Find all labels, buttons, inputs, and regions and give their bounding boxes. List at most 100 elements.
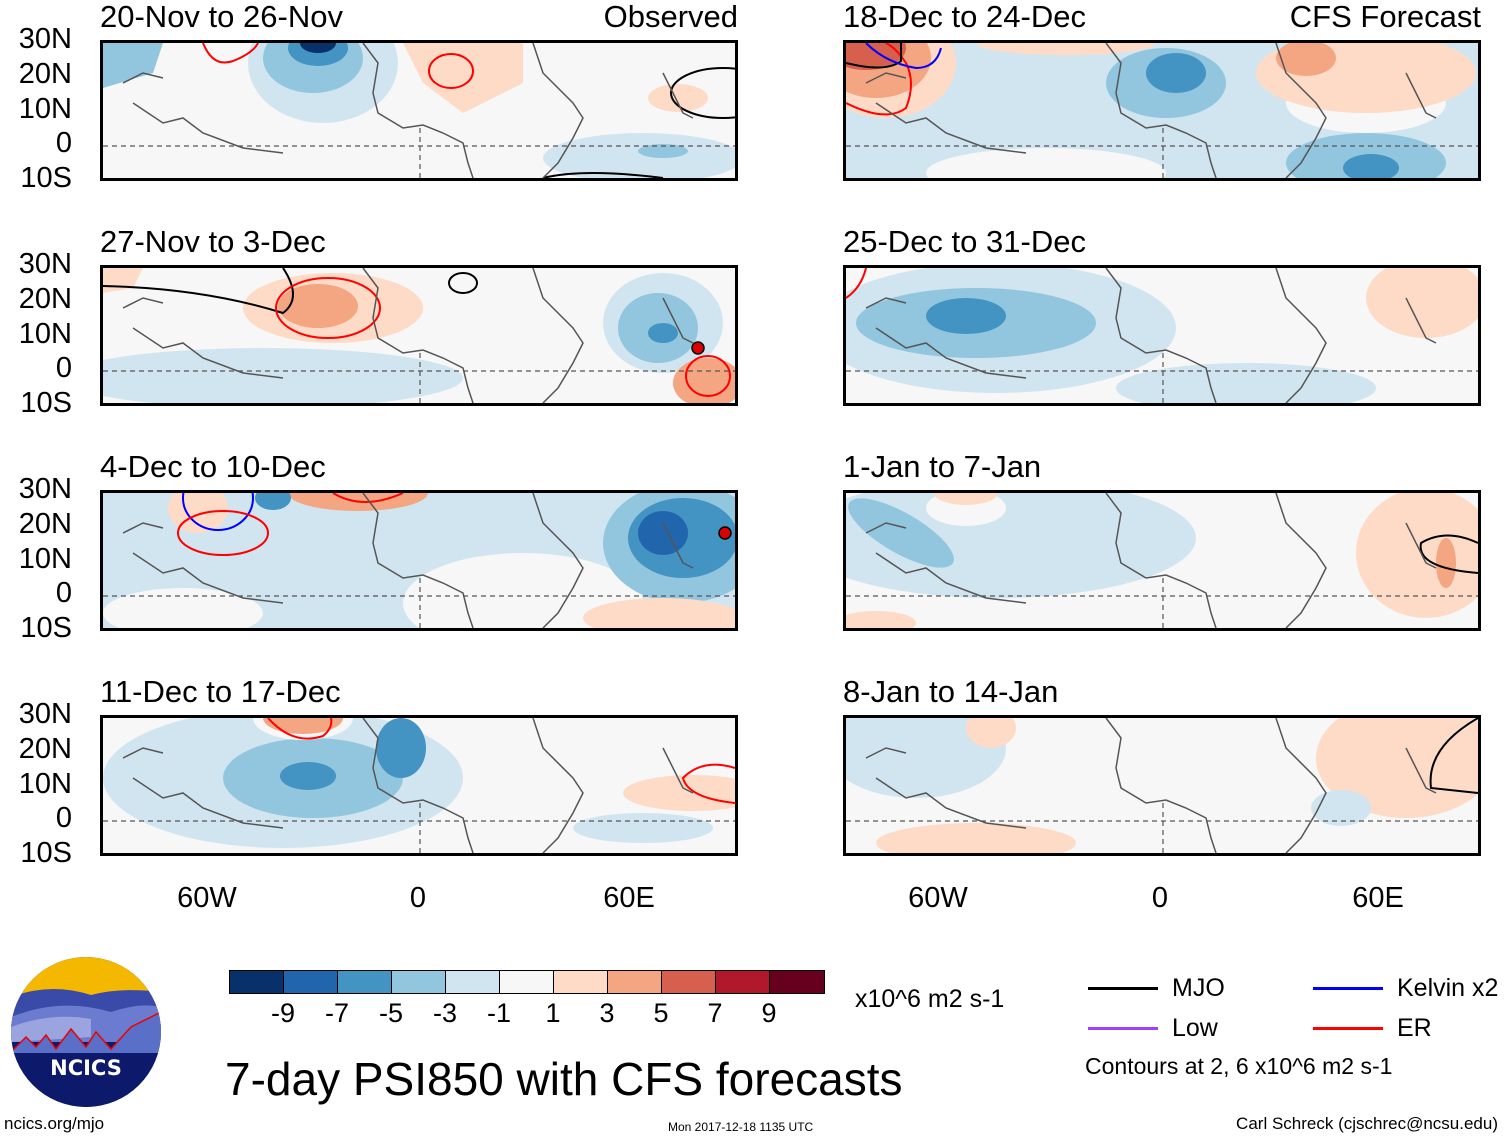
anomaly-shading: [403, 43, 523, 113]
colorbar-tick-label: -7: [324, 998, 349, 1028]
legend-kelvin: Kelvin x2: [1313, 974, 1498, 1003]
anomaly-shading: [846, 718, 1006, 798]
colorbar-tick-label: -9: [270, 998, 295, 1028]
map-canvas: [846, 718, 1478, 853]
mjo-contour: [542, 172, 664, 178]
colorbar-cell: [554, 971, 608, 993]
panel-title: 20-Nov to 26-Nov: [100, 0, 343, 34]
legend-label: ER: [1397, 1014, 1432, 1042]
anomaly-shading: [848, 498, 954, 568]
anomaly-shading: [648, 84, 708, 112]
y-tick-label: 10S: [20, 837, 72, 869]
x-tick-label: 60W: [177, 882, 237, 914]
footer-url[interactable]: ncics.org/mjo: [4, 1114, 105, 1133]
colorbar-tick-label: 5: [653, 998, 669, 1028]
y-tick-label: 30N: [18, 698, 72, 730]
colorbar: [229, 970, 825, 994]
er-contour: [267, 718, 333, 740]
colorbar-cell: [230, 971, 284, 993]
anomaly-shading: [673, 358, 735, 403]
forecast-label: CFS Forecast: [1289, 0, 1481, 34]
panel-forecast-1: 18-Dec to 24-Dec CFS Forecast: [843, 1, 1481, 181]
legend-line-er: [1313, 1027, 1383, 1030]
legend-label: Low: [1172, 1014, 1218, 1042]
anomaly-shading: [846, 43, 906, 70]
y-tick-label: 10S: [20, 162, 72, 194]
anomaly-shading: [623, 775, 735, 811]
panel-title: 18-Dec to 24-Dec: [843, 0, 1086, 34]
colorbar-tick-label: -1: [486, 998, 511, 1028]
anomaly-shading: [1276, 43, 1336, 76]
panel-observed-1: 20-Nov to 26-Nov Observed: [100, 1, 738, 181]
y-tick-label: 30N: [18, 248, 72, 280]
observed-label: Observed: [603, 0, 738, 34]
anomaly-shading: [876, 823, 1076, 853]
anomaly-shading: [846, 493, 1196, 598]
anomaly-shading: [278, 284, 358, 328]
figure-title: 7-day PSI850 with CFS forecasts: [225, 1053, 903, 1105]
map: [843, 490, 1481, 631]
panel-observed-4: 11-Dec to 17-Dec: [100, 676, 738, 856]
coastlines: [122, 43, 694, 178]
panel-observed-3: 4-Dec to 10-Dec: [100, 451, 738, 631]
anomaly-shading: [376, 718, 426, 778]
anomaly-shading: [300, 43, 336, 53]
coastlines: [122, 268, 694, 403]
y-tick-label: 0: [55, 352, 72, 384]
er-contour: [681, 763, 735, 804]
coastlines: [865, 718, 1437, 853]
anomaly-shading: [1311, 790, 1371, 826]
colorbar-tick-label: 1: [545, 998, 561, 1028]
map-canvas: [103, 268, 735, 403]
panel-title: 25-Dec to 31-Dec: [843, 224, 1086, 259]
panel-forecast-2: 25-Dec to 31-Dec: [843, 226, 1481, 406]
anomaly-shading: [648, 323, 678, 343]
legend-mjo: MJO: [1088, 974, 1225, 1003]
colorbar-tick-label: -3: [432, 998, 457, 1028]
y-tick-label: 20N: [18, 508, 72, 540]
er-contour: [428, 53, 474, 89]
anomaly-shading: [1146, 53, 1206, 93]
coastlines: [122, 493, 694, 628]
ncics-logo: NCICS: [11, 957, 161, 1107]
anomaly-shading: [583, 598, 735, 628]
anomaly-shading: [934, 493, 998, 505]
y-tick-label: 0: [55, 127, 72, 159]
coastlines: [865, 43, 1437, 178]
map: [100, 265, 738, 406]
colorbar-units: x10^6 m2 s-1: [855, 985, 1005, 1013]
map-canvas: [846, 493, 1478, 628]
legend-line-low: [1088, 1027, 1158, 1030]
legend-line-kelvin: [1313, 987, 1383, 990]
y-tick-label: 10N: [18, 543, 72, 575]
panel-title: 4-Dec to 10-Dec: [100, 449, 326, 484]
y-tick-label: 20N: [18, 58, 72, 90]
anomaly-shading: [255, 493, 291, 510]
anomaly-shading: [926, 148, 1166, 178]
colorbar-cell: [284, 971, 338, 993]
anomaly-shading: [976, 43, 1156, 55]
map-canvas: [846, 43, 1478, 178]
anomaly-shading: [573, 813, 713, 843]
map: [843, 265, 1481, 406]
x-tick-label: 60W: [908, 882, 968, 914]
map: [843, 40, 1481, 181]
colorbar-tick-label: 7: [707, 998, 723, 1028]
anomaly-shading: [103, 588, 263, 628]
legend-label: MJO: [1172, 974, 1225, 1002]
panel-forecast-4: 8-Jan to 14-Jan: [843, 676, 1481, 856]
kelvin-contour: [182, 493, 254, 531]
anomaly-shading: [543, 133, 735, 178]
footer-timestamp: Mon 2017-12-18 1135 UTC: [668, 1120, 814, 1134]
y-tick-label: 10N: [18, 318, 72, 350]
mjo-contour: [448, 272, 478, 294]
footer-author: Carl Schreck (cjschrec@ncsu.edu): [1236, 1114, 1498, 1133]
coastlines: [865, 268, 1437, 403]
er-contour: [177, 510, 269, 556]
kelvin-contour: [865, 43, 942, 70]
x-tick-label: 60E: [1352, 882, 1404, 914]
x-tick-label: 0: [409, 882, 427, 914]
anomaly-shading: [280, 762, 336, 790]
y-tick-label: 0: [55, 577, 72, 609]
y-tick-label: 20N: [18, 733, 72, 765]
